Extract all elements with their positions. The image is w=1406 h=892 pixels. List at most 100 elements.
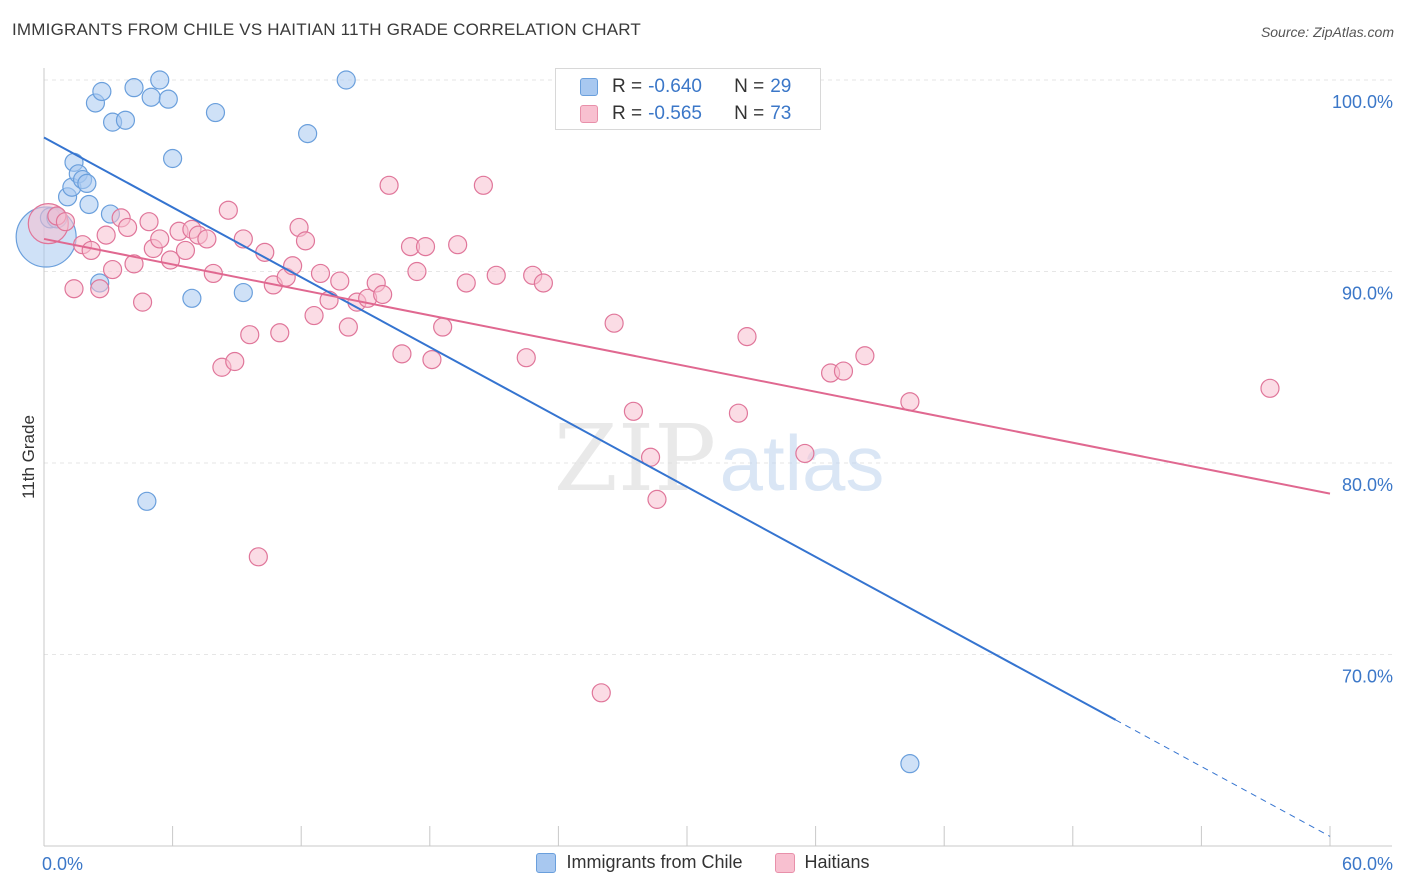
data-point xyxy=(77,173,97,194)
data-point xyxy=(124,254,144,274)
y-tick-label: 90.0% xyxy=(1342,284,1393,304)
data-point xyxy=(448,235,468,255)
legend-r-value: -0.565 xyxy=(648,103,702,124)
data-point xyxy=(379,175,399,195)
data-point xyxy=(141,87,161,107)
data-point xyxy=(473,175,493,195)
data-point xyxy=(330,271,350,291)
legend-label-chile: Immigrants from Chile xyxy=(566,852,743,872)
trend-line-chile-extension xyxy=(1115,719,1331,837)
data-point xyxy=(516,348,536,368)
data-point xyxy=(225,351,245,372)
data-point xyxy=(433,317,453,337)
legend-swatch-haitians xyxy=(774,852,795,873)
data-point xyxy=(728,403,749,423)
axes xyxy=(43,68,1392,847)
legend-n-label: N = xyxy=(734,103,765,124)
stats-legend: R = -0.640 N = 29 R = -0.565 N = 73 xyxy=(555,68,821,130)
legend-swatch-chile xyxy=(536,852,557,873)
data-point xyxy=(647,489,667,509)
data-point xyxy=(218,200,238,220)
data-point xyxy=(392,344,412,364)
data-point xyxy=(64,279,84,299)
data-point xyxy=(373,284,393,305)
data-point xyxy=(197,229,217,249)
watermark: ZIP atlas xyxy=(554,405,884,512)
data-point xyxy=(623,401,644,421)
data-point xyxy=(486,265,506,285)
data-point xyxy=(604,313,624,333)
legend-n-label: N = xyxy=(734,76,765,97)
data-point xyxy=(900,392,920,412)
legend-swatch-chile xyxy=(580,78,598,96)
data-point xyxy=(132,292,153,312)
data-point xyxy=(295,231,316,251)
data-point xyxy=(124,78,144,98)
data-point xyxy=(248,547,268,567)
data-point xyxy=(115,110,136,130)
data-point xyxy=(833,361,854,381)
data-point xyxy=(270,323,290,343)
legend-row-chile: R = -0.640 N = 29 xyxy=(580,73,791,101)
data-point xyxy=(304,305,324,326)
legend-n-value: 73 xyxy=(770,103,792,124)
legend-r-label: R = xyxy=(612,103,643,124)
legend-item-haitians[interactable]: Haitians xyxy=(774,852,870,873)
data-point xyxy=(175,240,196,261)
data-point xyxy=(137,491,157,511)
data-point xyxy=(205,102,226,123)
y-tick-label: 80.0% xyxy=(1342,475,1393,495)
watermark-atlas: atlas xyxy=(720,419,885,507)
legend-n-value: 29 xyxy=(770,76,792,97)
data-point xyxy=(240,325,260,345)
legend-swatch-haitians xyxy=(580,105,598,123)
data-point xyxy=(182,288,202,308)
data-point xyxy=(407,261,427,282)
legend-r-value: -0.640 xyxy=(648,76,702,97)
data-point xyxy=(900,754,920,774)
legend-r-label: R = xyxy=(612,76,643,97)
legend-label-haitians: Haitians xyxy=(804,852,870,872)
data-point xyxy=(79,194,99,215)
data-point xyxy=(795,443,815,464)
data-point xyxy=(102,259,123,280)
data-point xyxy=(533,273,553,293)
data-point xyxy=(338,317,358,337)
data-point xyxy=(1260,378,1280,398)
x-tick-label-max: 60.0% xyxy=(1342,854,1393,874)
y-tick-label: 100.0% xyxy=(1332,92,1393,112)
data-point xyxy=(96,225,116,245)
source-label: Source: ZipAtlas.com xyxy=(1260,24,1394,40)
y-axis-label: 11th Grade xyxy=(19,415,38,499)
data-point xyxy=(117,217,138,238)
data-point xyxy=(456,273,476,293)
chart-title: IMMIGRANTS FROM CHILE VS HAITIAN 11TH GR… xyxy=(12,20,641,39)
data-point xyxy=(336,70,356,90)
data-point xyxy=(158,89,178,109)
data-point xyxy=(90,279,110,299)
data-point xyxy=(737,327,757,347)
data-point xyxy=(233,282,253,303)
data-point xyxy=(255,242,275,262)
data-point xyxy=(591,683,611,703)
x-tick-label-min: 0.0% xyxy=(42,854,83,874)
series-legend: Immigrants from Chile Haitians xyxy=(0,852,1406,873)
data-point xyxy=(92,81,112,102)
data-point xyxy=(163,148,183,169)
data-point xyxy=(139,212,159,232)
legend-item-chile[interactable]: Immigrants from Chile xyxy=(536,852,743,873)
data-point xyxy=(150,70,170,90)
data-point xyxy=(422,349,442,370)
data-point xyxy=(855,346,875,366)
legend-row-haitians: R = -0.565 N = 73 xyxy=(580,100,791,128)
y-tick-label: 70.0% xyxy=(1342,667,1393,687)
data-point xyxy=(55,212,76,232)
trend-line-haitians xyxy=(43,237,1331,495)
grid-lines xyxy=(44,79,1392,655)
trend-line-chile xyxy=(43,136,1117,721)
data-point xyxy=(415,237,436,257)
data-point xyxy=(310,263,331,284)
data-point xyxy=(150,229,170,249)
data-point xyxy=(298,124,318,144)
